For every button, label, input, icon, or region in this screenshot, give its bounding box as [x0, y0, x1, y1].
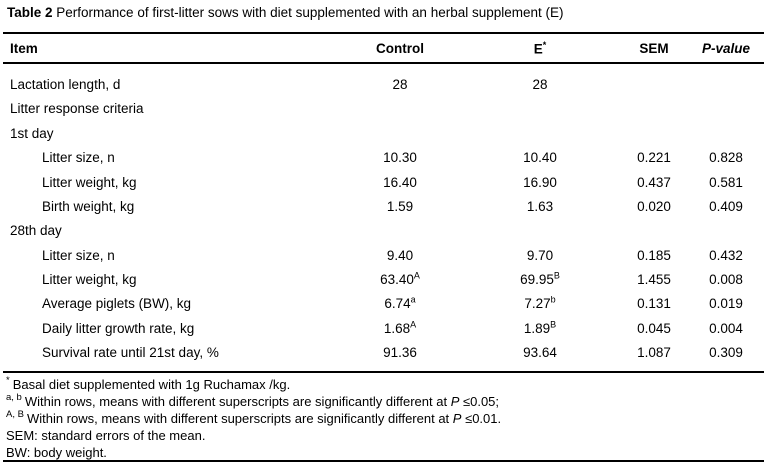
table-caption: Table 2 Performance of first-litter sows…	[0, 0, 768, 32]
control-value: 10.30	[383, 150, 417, 166]
column-header-control: Control	[340, 33, 460, 64]
table-row: 1st day	[3, 121, 764, 145]
sem-value	[620, 121, 688, 145]
e-value: 1.63	[526, 198, 554, 214]
sem-value: 0.131	[637, 296, 671, 312]
table-caption-text: Performance of first-litter sows with di…	[52, 5, 564, 20]
sem-value: 0.020	[637, 198, 671, 214]
p-value: 0.004	[709, 320, 743, 336]
p-value: 0.432	[709, 247, 743, 263]
p-value: 0.019	[709, 296, 743, 312]
row-label: Litter response criteria	[10, 101, 144, 117]
e-value	[460, 219, 620, 243]
row-label: Litter size, n	[42, 247, 115, 263]
table-row: Litter response criteria	[3, 97, 764, 121]
e-value: 10.40	[523, 150, 557, 166]
column-header-item: Item	[3, 33, 340, 64]
sem-value	[620, 219, 688, 243]
footnote-lowercase-superscripts: a, b Within rows, means with different su…	[6, 392, 500, 409]
sem-value: 0.437	[637, 174, 671, 190]
table-row: Litter weight, kg 16.40 16.90 0.437 0.58…	[3, 170, 764, 194]
row-label: 28th day	[10, 223, 62, 239]
p-value	[688, 63, 764, 97]
control-value: 9.40	[386, 247, 414, 263]
e-value: 69.95B	[520, 270, 560, 287]
e-asterisk-superscript: *	[542, 39, 547, 50]
sem-value: 0.221	[637, 150, 671, 166]
performance-data-table: Item Control E* SEM P-value Lactation le…	[3, 32, 764, 373]
row-label: Litter size, n	[42, 150, 115, 166]
p-value: 0.828	[709, 150, 743, 166]
control-value	[340, 121, 460, 145]
sem-value: 0.045	[637, 320, 671, 336]
row-label: 1st day	[10, 125, 54, 141]
p-value	[688, 219, 764, 243]
control-value: 16.40	[383, 174, 417, 190]
control-value: 1.59	[386, 198, 414, 214]
row-label: Lactation length, d	[10, 77, 121, 92]
e-value: 9.70	[526, 247, 554, 263]
footnote-asterisk-marker: *	[6, 375, 10, 387]
sem-value: 1.455	[637, 272, 671, 287]
e-value: 28	[532, 77, 548, 92]
footnote-sem-definition: SEM: standard errors of the mean.	[6, 427, 206, 443]
column-header-sem: SEM	[620, 33, 688, 64]
control-value	[340, 97, 460, 121]
row-label: Survival rate until 21st day, %	[42, 345, 219, 361]
table-row: Lactation length, d 28 28	[3, 63, 764, 97]
footnote-bw-definition: BW: body weight.	[6, 444, 107, 460]
table-header-row: Item Control E* SEM P-value	[3, 33, 764, 64]
table-row: Litter size, n 9.40 9.70 0.185 0.432	[3, 243, 764, 267]
table-row: Daily litter growth rate, kg 1.68A 1.89B…	[3, 316, 764, 340]
italic-p: P	[450, 393, 460, 409]
control-value: 6.74a	[384, 294, 416, 312]
e-value	[460, 121, 620, 145]
e-value: 1.89B	[523, 319, 557, 336]
p-value: 0.309	[709, 345, 743, 361]
table-row: Average piglets (BW), kg 6.74a 7.27b 0.1…	[3, 292, 764, 316]
e-value: 7.27b	[524, 294, 556, 312]
table-row: Litter size, n 10.30 10.40 0.221 0.828	[3, 146, 764, 170]
sem-value: 0.185	[637, 247, 671, 263]
table-caption-number: Table 2	[7, 5, 53, 20]
italic-p: P	[452, 410, 462, 426]
control-value	[340, 219, 460, 243]
table-row: Survival rate until 21st day, % 91.36 93…	[3, 341, 764, 372]
control-value: 63.40A	[380, 270, 420, 287]
control-value: 28	[392, 77, 408, 92]
footnote-ab-marker: a, b	[6, 392, 22, 404]
column-header-e: E*	[460, 33, 620, 64]
row-label: Average piglets (BW), kg	[42, 296, 192, 312]
sem-value	[620, 97, 688, 121]
row-label: Litter weight, kg	[42, 272, 137, 287]
e-value: 93.64	[523, 345, 557, 361]
footnote-basal-diet: * Basal diet supplemented with 1g Ruchama…	[6, 375, 291, 392]
footnote-uppercase-superscripts: A, B Within rows, means with different su…	[6, 409, 502, 426]
row-label: Litter weight, kg	[42, 174, 137, 190]
p-value: 0.008	[709, 272, 743, 287]
table-row: Litter weight, kg 63.40A 69.95B 1.455 0.…	[3, 268, 764, 292]
sem-value: 1.087	[637, 345, 671, 361]
row-label: Birth weight, kg	[42, 198, 135, 214]
p-value	[688, 121, 764, 145]
table-row: Birth weight, kg 1.59 1.63 0.020 0.409	[3, 194, 764, 218]
column-header-pvalue: P-value	[688, 33, 764, 64]
footnote-AB-marker: A, B	[6, 409, 24, 421]
p-value: 0.409	[709, 198, 743, 214]
p-value	[688, 97, 764, 121]
table-footnotes: * Basal diet supplemented with 1g Ruchama…	[0, 373, 768, 460]
control-value: 91.36	[383, 345, 417, 361]
sem-value	[620, 63, 688, 97]
p-value: 0.581	[709, 174, 743, 190]
e-value: 16.90	[523, 174, 557, 190]
row-label: Daily litter growth rate, kg	[42, 320, 195, 336]
control-value: 1.68A	[383, 319, 417, 336]
table-bottom-rule	[3, 460, 764, 462]
table-row: 28th day	[3, 219, 764, 243]
e-value	[460, 97, 620, 121]
